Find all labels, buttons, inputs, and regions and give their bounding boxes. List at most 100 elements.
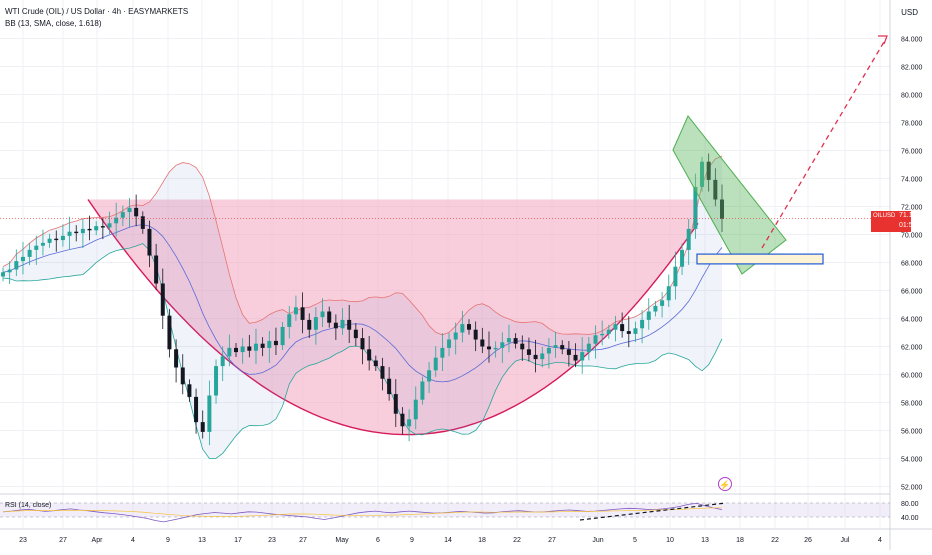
time-tick-label: 23 xyxy=(19,537,27,544)
bb-fill xyxy=(3,156,722,459)
candle-body xyxy=(187,384,192,397)
candle-body xyxy=(420,381,425,400)
candle-body xyxy=(433,357,438,371)
candle-body xyxy=(347,319,352,330)
candle-body xyxy=(646,311,651,320)
time-tick-label: 23 xyxy=(268,537,276,544)
candle-body xyxy=(666,286,671,301)
time-tick-label: 22 xyxy=(771,537,779,544)
candle-body xyxy=(660,300,665,306)
candle-body xyxy=(633,328,638,334)
candle-body xyxy=(500,342,505,348)
time-tick-label: Apr xyxy=(92,537,104,544)
candle-body xyxy=(333,322,338,329)
candle-body xyxy=(560,345,565,350)
bb-basis-line xyxy=(2,224,723,383)
candle-body xyxy=(7,269,12,273)
candle-body xyxy=(546,347,551,354)
candle-body xyxy=(194,396,199,423)
time-tick-label: 6 xyxy=(376,537,380,544)
price-tag-symbol: OILUSD xyxy=(873,213,896,219)
candle-body xyxy=(493,347,498,350)
time-tick-label: 27 xyxy=(59,537,67,544)
candle-body xyxy=(200,422,205,432)
last-price-tag: OILUSD 71.130 01:57:00 xyxy=(871,211,926,232)
rsi-line xyxy=(2,502,723,523)
candle-body xyxy=(227,347,232,357)
candle-body xyxy=(407,419,412,427)
price-tick-label: 84.000 xyxy=(901,37,923,44)
candle-body xyxy=(566,349,571,355)
candle-body xyxy=(580,352,585,361)
candle-body xyxy=(606,329,611,334)
candle-body xyxy=(54,238,59,241)
candle-body xyxy=(440,347,445,358)
time-tick-label: 17 xyxy=(234,537,242,544)
bull-flag-channel xyxy=(672,115,787,275)
candle-body xyxy=(147,228,152,256)
candle-body xyxy=(720,199,724,219)
price-tick-label: 70.000 xyxy=(901,233,923,240)
candle-body xyxy=(47,238,52,243)
price-axis[interactable]: 84.000 82.000 80.000 78.000 76.000 74.000 72.0… xyxy=(901,37,923,492)
price-tick-label: 68.000 xyxy=(901,261,923,268)
candle-body xyxy=(460,324,465,333)
candle-body xyxy=(174,349,179,368)
candle-body xyxy=(100,226,105,228)
candle-body xyxy=(307,319,312,330)
candle-body xyxy=(573,354,578,361)
currency-label: USD xyxy=(901,8,918,17)
time-tick-label: May xyxy=(335,537,349,544)
candle-body xyxy=(613,324,618,330)
candle-body xyxy=(387,378,392,395)
time-axis[interactable]: 23 27 Apr 4 9 13 17 23 27 May 6 9 14 18 22 27 Jun 5 10 13 18… xyxy=(19,537,882,544)
time-tick-label: 18 xyxy=(736,537,744,544)
price-tag-countdown: 01:57:00 xyxy=(899,222,927,229)
rsi-band xyxy=(0,503,890,517)
candle-body xyxy=(34,245,39,250)
candle-body xyxy=(706,161,711,180)
candle-body xyxy=(27,249,32,257)
candle-body xyxy=(553,345,558,348)
candle-body xyxy=(160,283,165,316)
lightning-icon[interactable]: ⚡ xyxy=(718,477,732,491)
candle-body xyxy=(600,333,605,336)
target-box xyxy=(696,253,824,265)
candle-body xyxy=(586,343,591,353)
candle-body xyxy=(154,255,159,284)
time-tick-label: Jun xyxy=(592,537,603,544)
candle-body xyxy=(120,212,125,218)
candle-body xyxy=(360,338,365,350)
price-tick-label: 82.000 xyxy=(901,65,923,72)
candle-body xyxy=(180,367,185,385)
rsi-tick-label: 40.00 xyxy=(901,515,919,522)
candle-body xyxy=(1,272,5,277)
candle-body xyxy=(373,360,378,367)
time-tick-label: 5 xyxy=(633,537,637,544)
candle-body xyxy=(207,395,212,432)
candle-body xyxy=(87,228,92,231)
candle-body xyxy=(680,249,685,267)
candle-body xyxy=(300,307,305,320)
candle-body xyxy=(400,413,405,427)
bb-indicator-label[interactable]: BB (13, SMA, close, 1.618) xyxy=(5,19,102,28)
time-tick-label: 14 xyxy=(444,537,452,544)
candle-body xyxy=(14,261,19,270)
candle-body xyxy=(220,356,225,367)
price-tick-label: 76.000 xyxy=(901,149,923,156)
annotation-drawings xyxy=(0,35,890,275)
candle-body xyxy=(540,353,545,360)
projection-arrowhead xyxy=(878,35,888,45)
candle-body xyxy=(393,394,398,414)
candle-body xyxy=(107,223,112,228)
time-tick-label: 10 xyxy=(666,537,674,544)
price-tick-label: 78.000 xyxy=(901,121,923,128)
candle-body xyxy=(267,340,272,348)
price-tick-label: 56.000 xyxy=(901,429,923,436)
time-tick-label: Jul xyxy=(841,537,850,544)
candle-body xyxy=(593,335,598,344)
candle-body xyxy=(60,235,65,241)
time-tick-label: 13 xyxy=(198,537,206,544)
time-tick-label: 9 xyxy=(166,537,170,544)
